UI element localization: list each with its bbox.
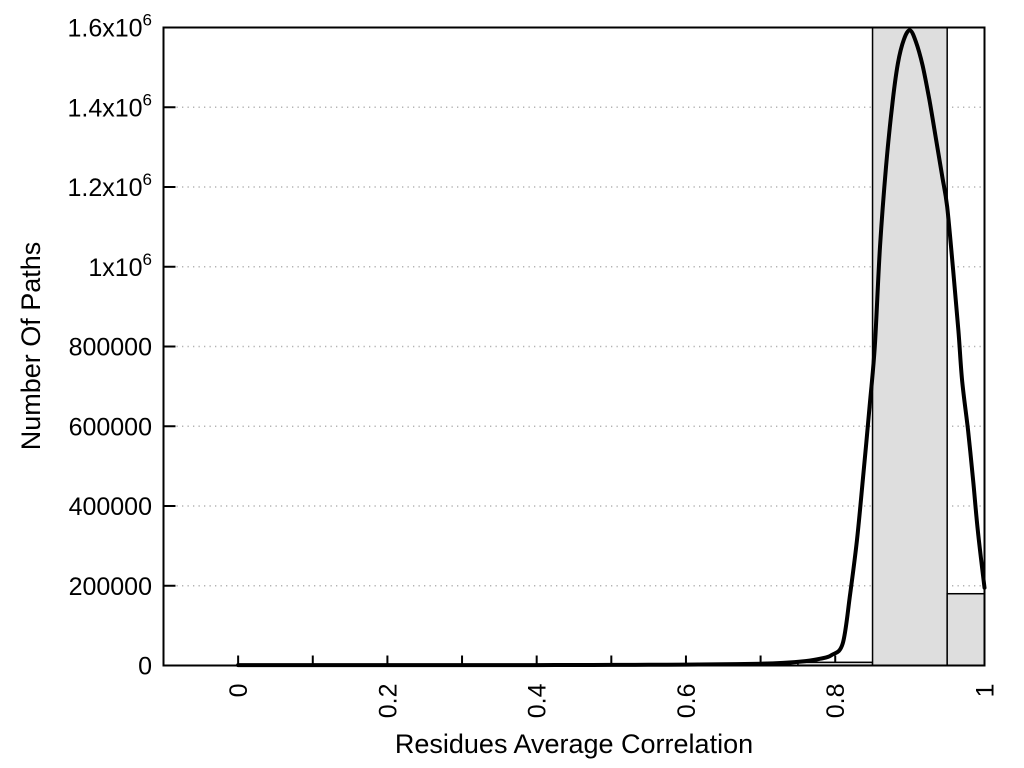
y-tick-label: 200000	[69, 573, 152, 601]
y-axis-title: Number Of Paths	[16, 242, 46, 451]
x-tick-label: 0.4	[524, 683, 552, 718]
y-tick-label: 1.6x106	[67, 11, 152, 43]
y-tick-label: 600000	[69, 413, 152, 441]
y-tick-label: 400000	[69, 493, 152, 521]
x-tick-label: 0.8	[822, 684, 850, 719]
y-tick-label: 800000	[69, 334, 152, 362]
x-tick-label: 0.2	[374, 684, 402, 719]
y-tick-label: 1x106	[88, 250, 152, 282]
y-tick-label: 1.4x106	[67, 90, 152, 122]
histogram-bar	[871, 26, 948, 667]
histogram-bar	[946, 592, 986, 667]
y-tick-label: 0	[138, 653, 152, 681]
x-tick-labels-group: 0 0.2 0.4 0.6 0.8 1	[225, 683, 999, 718]
y-tick-label: 1.2x106	[67, 170, 152, 202]
y-tick-labels-group: 0 200000 400000 600000 800000 1x106 1.2x106 1.4…	[67, 11, 152, 681]
x-tick-label: 0	[225, 684, 253, 698]
plot-border	[162, 26, 986, 667]
x-tick-label: 0.6	[673, 684, 701, 719]
x-tick-label: 1	[972, 684, 1000, 698]
x-axis-title: Residues Average Correlation	[395, 729, 753, 759]
